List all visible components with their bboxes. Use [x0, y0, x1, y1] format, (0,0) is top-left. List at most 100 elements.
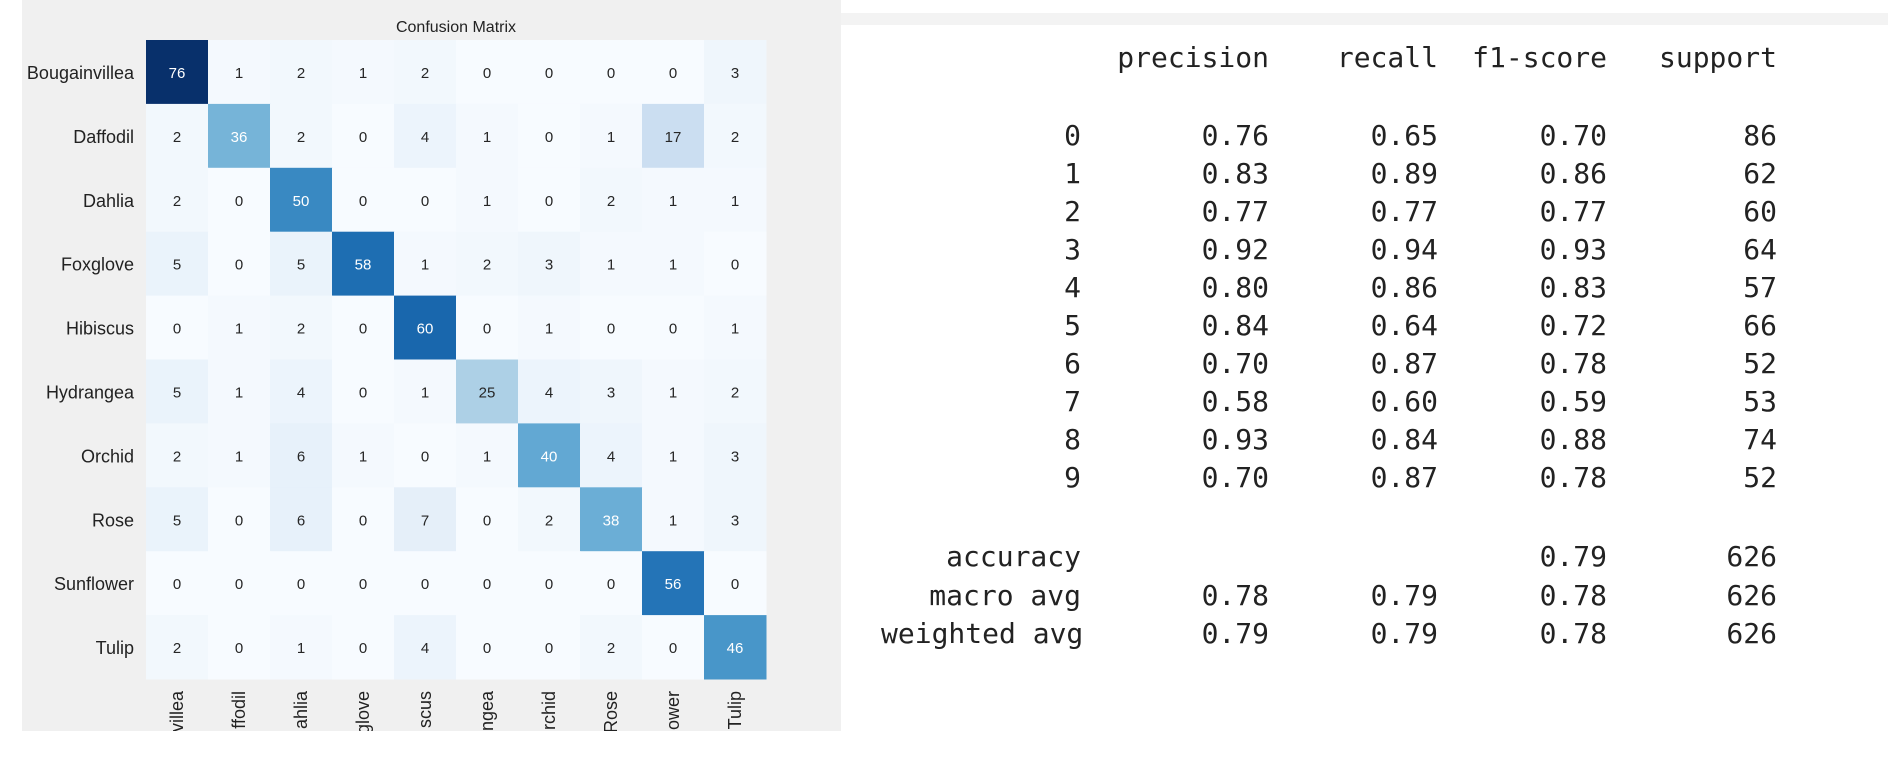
heatmap-cell [580, 231, 643, 297]
heatmap-cell [146, 167, 209, 233]
heatmap-cell [580, 167, 643, 233]
heatmap-cell [518, 295, 581, 360]
heatmap-cell [208, 167, 271, 233]
column-header: recall [1336, 41, 1438, 74]
heatmap-cell [394, 103, 457, 169]
heatmap-cell [332, 551, 395, 616]
cell-value-label: 5 [173, 512, 181, 529]
heatmap-cell [146, 423, 209, 488]
heatmap-cell [642, 487, 705, 552]
cell-value-label: 1 [669, 257, 677, 274]
heatmap-cell [146, 40, 209, 105]
report-value: 0.65 [1370, 119, 1438, 152]
heatmap-cell [270, 423, 333, 488]
heatmap-cell [208, 103, 271, 169]
cell-value-label: 1 [297, 640, 305, 657]
cell-value-label: 5 [173, 384, 181, 401]
cell-value-label: 3 [607, 384, 615, 401]
cell-value-label: 0 [359, 193, 367, 210]
heatmap-cell [394, 423, 457, 488]
row-tick-label: Foxglove [61, 255, 134, 275]
heatmap-cell [456, 423, 519, 488]
heatmap-cell [704, 359, 767, 424]
cell-value-label: 2 [173, 129, 181, 146]
heatmap-cell [456, 359, 519, 424]
heatmap-cell [704, 295, 767, 360]
heatmap-cell [580, 423, 643, 488]
report-value: 0.86 [1370, 271, 1438, 304]
heatmap-cell [704, 103, 767, 169]
heatmap-cell [208, 551, 271, 616]
row-tick-label: Hydrangea [46, 382, 135, 402]
cell-value-label: 1 [731, 321, 739, 338]
cell-value-label: 1 [421, 257, 429, 274]
heatmap-cell [580, 103, 643, 169]
cell-value-label: 1 [359, 65, 367, 82]
cell-value-label: 2 [731, 129, 739, 146]
heatmap-cell [456, 40, 519, 105]
cell-value-label: 3 [545, 257, 553, 274]
heatmap-cell [332, 231, 395, 297]
report-value: 0.80 [1201, 271, 1269, 304]
cell-value-label: 0 [359, 512, 367, 529]
heatmap-cell [518, 487, 581, 552]
report-value: 0.77 [1201, 195, 1269, 228]
cell-value-label: 0 [607, 576, 615, 593]
summary-value: 0.78 [1539, 617, 1607, 650]
report-value: 52 [1743, 461, 1777, 494]
heatmap-cell [270, 551, 333, 616]
heatmap-cell [642, 167, 705, 233]
summary-value: 0.79 [1370, 617, 1438, 650]
heatmap-cell [642, 551, 705, 616]
cell-value-label: 2 [545, 512, 553, 529]
cell-value-label: 2 [173, 193, 181, 210]
heatmap-cell [642, 231, 705, 297]
heatmap-cell [518, 40, 581, 105]
cell-value-label: 46 [727, 640, 744, 657]
cell-value-label: 1 [483, 193, 491, 210]
report-value: 0.84 [1370, 423, 1438, 456]
summary-value: 0.78 [1201, 578, 1269, 612]
cell-value-label: 38 [603, 512, 620, 529]
heatmap-cell [270, 231, 333, 297]
cell-value-label: 0 [235, 640, 243, 657]
classification-report-panel: precision recall f1-score support 0 0.76 0.65 0… [841, 0, 1888, 768]
heatmap-cell [146, 615, 209, 680]
heatmap-cell [642, 615, 705, 680]
heatmap-cell [518, 551, 581, 616]
heatmap-cell [580, 359, 643, 424]
column-tick-label: ffodil [229, 691, 249, 729]
cell-value-label: 0 [731, 257, 739, 274]
report-value: 57 [1743, 271, 1777, 304]
cell-value-label: 1 [235, 321, 243, 338]
row-label: 7 [1064, 385, 1081, 418]
heatmap-cell [270, 615, 333, 680]
summary-value: 0.79 [1539, 540, 1607, 573]
cell-value-label: 0 [545, 640, 553, 657]
cell-value-label: 2 [421, 65, 429, 82]
cell-value-label: 2 [297, 321, 305, 338]
heatmap-cell [518, 359, 581, 424]
heatmap-cell [208, 359, 271, 424]
report-value: 66 [1743, 309, 1777, 342]
heatmap-cell [642, 40, 705, 105]
cell-value-label: 0 [545, 576, 553, 593]
report-value: 0.87 [1370, 347, 1438, 380]
row-label: 8 [1064, 423, 1081, 456]
column-tick-label: rchid [539, 691, 559, 730]
heatmap-cell [642, 359, 705, 424]
cell-value-label: 1 [235, 448, 243, 465]
heatmap-cell [456, 231, 519, 297]
cell-value-label: 0 [359, 384, 367, 401]
cell-value-label: 36 [231, 129, 248, 146]
cell-value-label: 17 [665, 129, 682, 146]
cell-value-label: 0 [421, 193, 429, 210]
report-value: 0.93 [1539, 233, 1607, 266]
cell-value-label: 2 [731, 384, 739, 401]
report-value: 52 [1743, 347, 1777, 380]
heatmap-cell [394, 487, 457, 552]
row-tick-label: Bougainvillea [27, 63, 135, 83]
cell-value-label: 4 [607, 448, 615, 465]
column-tick-label: ahlia [291, 690, 311, 729]
report-value: 74 [1743, 423, 1777, 456]
